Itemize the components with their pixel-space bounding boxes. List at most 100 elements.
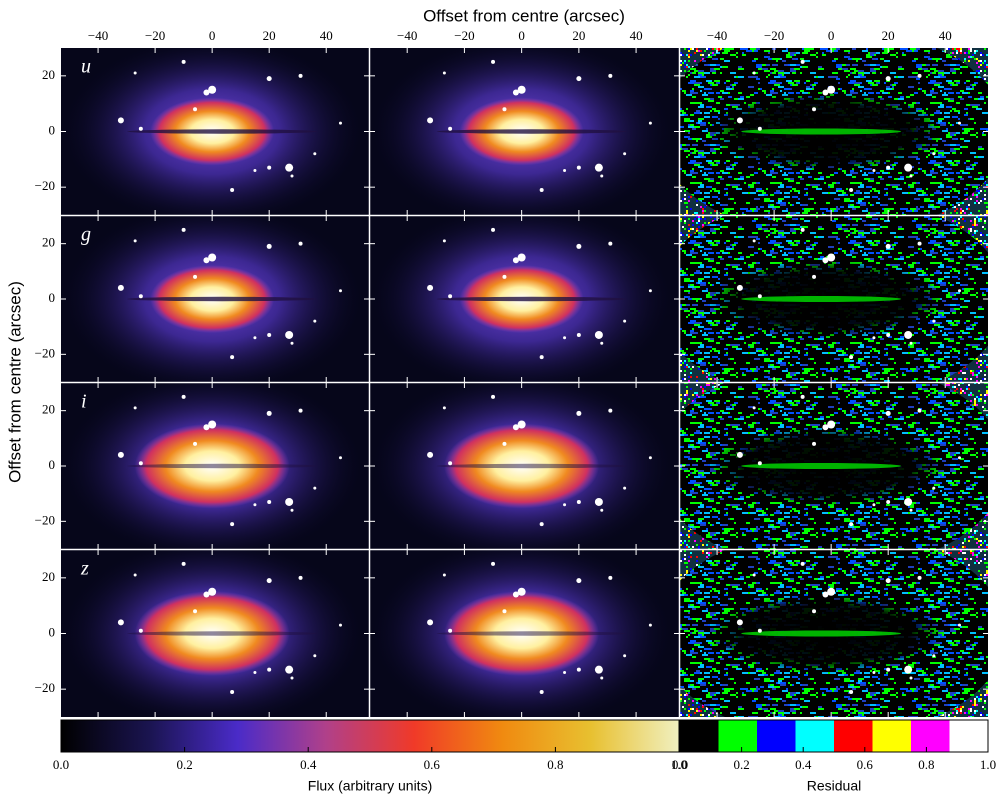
band-label: u [81, 56, 91, 78]
star [427, 117, 434, 124]
star [193, 441, 198, 446]
star [904, 330, 913, 339]
x-tick-label: 0 [209, 28, 216, 43]
star [757, 294, 762, 299]
star [886, 165, 891, 170]
star [253, 168, 257, 172]
star [133, 71, 137, 75]
star [230, 522, 235, 527]
star [608, 73, 613, 78]
y-tick-label: 0 [49, 457, 56, 472]
residual-lane [741, 128, 902, 135]
star [138, 461, 143, 466]
star [193, 609, 198, 614]
star [576, 578, 582, 584]
colorbar-tick-label: 0.4 [795, 757, 812, 772]
star [909, 174, 913, 178]
star [757, 126, 762, 131]
star [298, 241, 303, 246]
star [917, 73, 922, 78]
star [648, 289, 652, 293]
star [181, 561, 186, 566]
star [904, 497, 913, 506]
residual-lane [741, 463, 902, 469]
star [266, 243, 272, 249]
star [822, 89, 829, 96]
star [491, 227, 496, 232]
star [904, 665, 913, 674]
panel [680, 383, 988, 549]
star [298, 575, 303, 580]
star [563, 336, 567, 340]
star [757, 461, 762, 466]
panel [680, 216, 988, 382]
star [338, 121, 342, 125]
star [230, 689, 235, 694]
star [133, 239, 137, 243]
star [517, 253, 526, 262]
star [203, 257, 210, 264]
star [502, 441, 507, 446]
star [594, 497, 603, 506]
dust-lane [127, 463, 318, 469]
star [442, 406, 446, 410]
star [849, 522, 854, 527]
dust-lane [127, 129, 318, 134]
y-tick-label: 20 [42, 569, 55, 584]
x-tick-label: 20 [882, 28, 895, 43]
star [885, 578, 891, 584]
panel [370, 48, 679, 215]
star [203, 89, 210, 96]
star [298, 73, 303, 78]
star [872, 168, 876, 172]
star [822, 591, 829, 598]
star [539, 689, 544, 694]
star [957, 456, 961, 460]
star [442, 71, 446, 75]
colorbar-segment [834, 720, 873, 752]
x-tick-label: −20 [764, 28, 784, 43]
star [827, 85, 836, 94]
colorbar-tick-label: 0.6 [424, 757, 441, 772]
star [827, 587, 836, 596]
star [576, 332, 581, 337]
star [208, 85, 217, 94]
star [266, 76, 272, 82]
star [812, 107, 817, 112]
star [117, 284, 124, 291]
star [736, 619, 743, 626]
colorbar-frame [679, 719, 989, 753]
dust-lane [127, 631, 318, 636]
star [872, 670, 876, 674]
star [849, 689, 854, 694]
star [539, 355, 544, 360]
star [800, 394, 805, 399]
star [872, 503, 876, 507]
colorbar-tick-label: 0.4 [300, 757, 317, 772]
star [267, 332, 272, 337]
star [266, 410, 272, 416]
star [253, 670, 257, 674]
star [491, 394, 496, 399]
star [752, 239, 756, 243]
star [208, 587, 217, 596]
star [290, 341, 294, 345]
star [800, 561, 805, 566]
star [138, 628, 143, 633]
star [313, 319, 317, 323]
star [285, 665, 294, 674]
star [117, 619, 124, 626]
star [576, 243, 582, 249]
star [338, 456, 342, 460]
y-tick-label: 20 [42, 67, 55, 82]
star [885, 410, 891, 416]
y-tick-label: −20 [35, 345, 55, 360]
star [517, 587, 526, 596]
panel [61, 216, 369, 382]
star [491, 561, 496, 566]
star [338, 623, 342, 627]
star [203, 591, 210, 598]
panel [370, 216, 679, 382]
band-label: z [80, 558, 89, 580]
y-tick-label: 0 [49, 290, 56, 305]
